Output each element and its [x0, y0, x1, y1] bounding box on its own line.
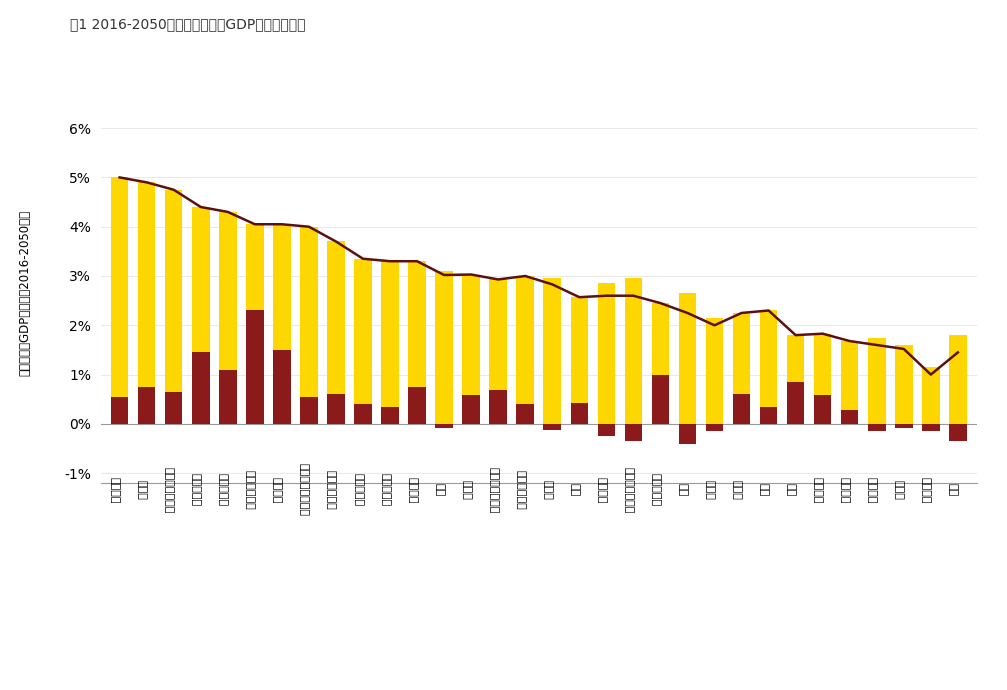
- Bar: [895, 424, 912, 428]
- Bar: [435, 271, 453, 424]
- Bar: [679, 293, 696, 424]
- Text: 図1 2016-2050年の年平均実質GDP成長率の予測: 図1 2016-2050年の年平均実質GDP成長率の予測: [70, 17, 306, 31]
- Bar: [192, 207, 209, 353]
- Text: パキスタン: パキスタン: [190, 473, 200, 506]
- Bar: [652, 303, 670, 375]
- Bar: [435, 424, 453, 428]
- Bar: [706, 424, 723, 431]
- Bar: [922, 367, 940, 424]
- Bar: [517, 276, 534, 404]
- Bar: [111, 397, 129, 424]
- Bar: [814, 334, 832, 395]
- Text: フィリピン: フィリピン: [218, 473, 228, 506]
- Bar: [841, 410, 859, 424]
- Bar: [192, 353, 209, 424]
- Bar: [733, 313, 750, 394]
- Text: ドイツ: ドイツ: [894, 480, 903, 500]
- Bar: [895, 345, 912, 424]
- Text: イタリア: イタリア: [920, 477, 930, 503]
- Bar: [462, 275, 480, 395]
- Text: ポーランド: ポーランド: [651, 473, 661, 506]
- Bar: [624, 424, 642, 441]
- Bar: [273, 350, 291, 424]
- Bar: [219, 370, 237, 424]
- Text: インド: インド: [137, 480, 147, 500]
- Bar: [841, 341, 859, 410]
- Bar: [949, 424, 967, 441]
- Text: 韓国: 韓国: [758, 483, 768, 497]
- Bar: [489, 279, 507, 391]
- Text: 中国: 中国: [434, 483, 444, 497]
- Bar: [544, 279, 561, 424]
- Bar: [354, 259, 372, 404]
- Text: エジプト: エジプト: [272, 477, 282, 503]
- Text: タイ: タイ: [569, 483, 579, 497]
- Bar: [273, 224, 291, 350]
- Bar: [138, 387, 155, 424]
- Bar: [408, 262, 426, 387]
- Bar: [706, 318, 723, 424]
- Text: インドネシア: インドネシア: [326, 470, 336, 510]
- Bar: [652, 375, 670, 424]
- Bar: [354, 404, 372, 424]
- Text: ロシア: ロシア: [705, 480, 715, 500]
- Bar: [111, 177, 129, 397]
- Bar: [597, 424, 615, 436]
- Bar: [489, 391, 507, 424]
- Text: 米国: 米国: [785, 483, 796, 497]
- Bar: [760, 310, 777, 406]
- Text: マレーシア: マレーシア: [353, 473, 363, 506]
- Bar: [571, 403, 588, 424]
- Text: オランダ: オランダ: [813, 477, 823, 503]
- Text: 日本: 日本: [948, 483, 958, 497]
- Bar: [327, 394, 344, 424]
- Text: イラン: イラン: [542, 480, 552, 500]
- Text: アルゼンチン: アルゼンチン: [516, 470, 526, 510]
- Bar: [327, 241, 344, 394]
- Bar: [382, 406, 399, 424]
- Bar: [165, 392, 182, 424]
- Bar: [246, 224, 264, 310]
- Bar: [408, 387, 426, 424]
- Bar: [382, 262, 399, 406]
- Bar: [462, 395, 480, 424]
- Bar: [868, 337, 885, 424]
- Text: トルコ: トルコ: [461, 480, 471, 500]
- Text: カナダ: カナダ: [731, 480, 741, 500]
- Bar: [814, 395, 832, 424]
- Text: 年平均実質GDP成長率（2016-2050年）: 年平均実質GDP成長率（2016-2050年）: [19, 210, 31, 376]
- Bar: [246, 310, 264, 424]
- Bar: [733, 394, 750, 424]
- Bar: [300, 397, 317, 424]
- Bar: [760, 406, 777, 424]
- Text: コロンビア: コロンビア: [380, 473, 390, 506]
- Bar: [922, 424, 940, 431]
- Bar: [949, 335, 967, 424]
- Bar: [165, 190, 182, 392]
- Text: フランス: フランス: [840, 477, 850, 503]
- Bar: [571, 297, 588, 403]
- Bar: [786, 335, 805, 382]
- Text: 南アフリカ共和国: 南アフリカ共和国: [299, 464, 309, 516]
- Text: ベトナム: ベトナム: [110, 477, 120, 503]
- Bar: [300, 227, 317, 397]
- Text: スペイン: スペイン: [867, 477, 877, 503]
- Bar: [624, 279, 642, 424]
- Bar: [517, 404, 534, 424]
- Text: ブラジル: ブラジル: [596, 477, 606, 503]
- Text: 英国: 英国: [678, 483, 688, 497]
- Bar: [868, 424, 885, 431]
- Bar: [786, 382, 805, 424]
- Bar: [597, 284, 615, 424]
- Text: バングラデシュ: バングラデシュ: [164, 466, 174, 513]
- Bar: [138, 182, 155, 387]
- Text: オーストラリア: オーストラリア: [623, 466, 633, 513]
- Text: ナイジェリア: ナイジェリア: [245, 470, 255, 510]
- Text: メキシコ: メキシコ: [407, 477, 417, 503]
- Bar: [679, 424, 696, 444]
- Bar: [544, 424, 561, 430]
- Text: サウジアラビア: サウジアラビア: [488, 466, 498, 513]
- Bar: [219, 212, 237, 370]
